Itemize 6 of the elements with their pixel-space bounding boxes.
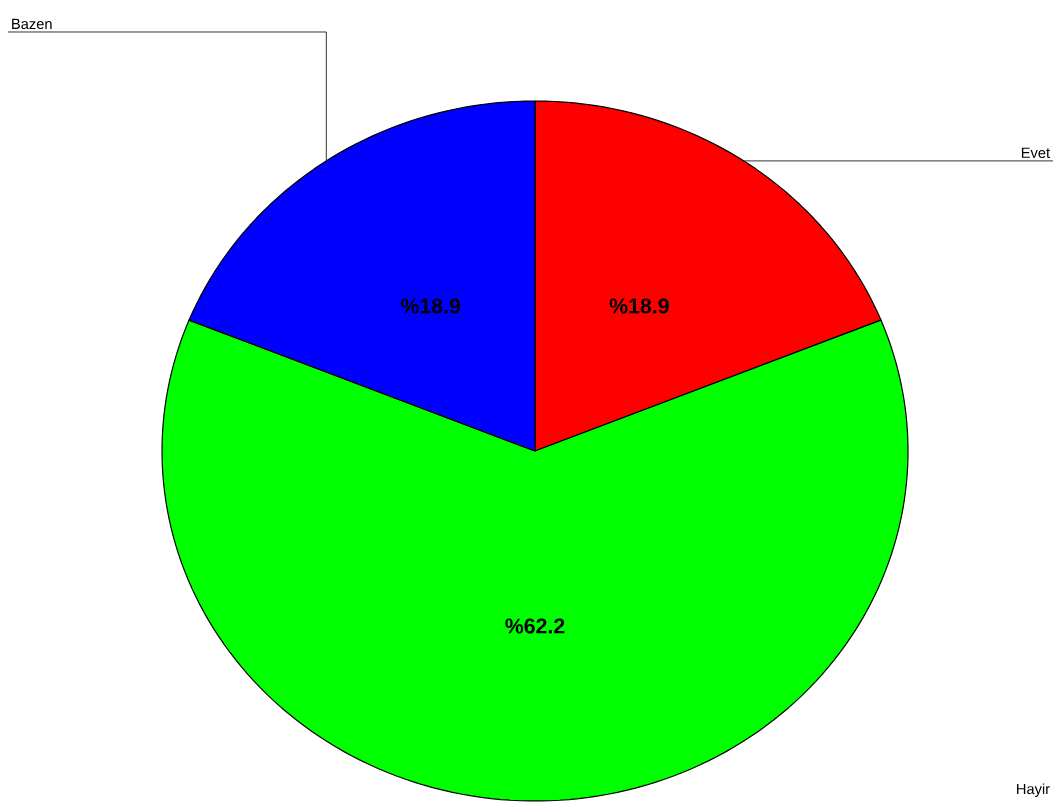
slice-label: Hayir	[1017, 783, 1050, 798]
data-label: %18.9	[400, 298, 461, 314]
slice-label: Evet	[1021, 147, 1050, 158]
data-label: %18.9	[609, 298, 669, 314]
slice-label: Bazen	[12, 18, 52, 30]
data-label: %62.2	[505, 618, 565, 634]
